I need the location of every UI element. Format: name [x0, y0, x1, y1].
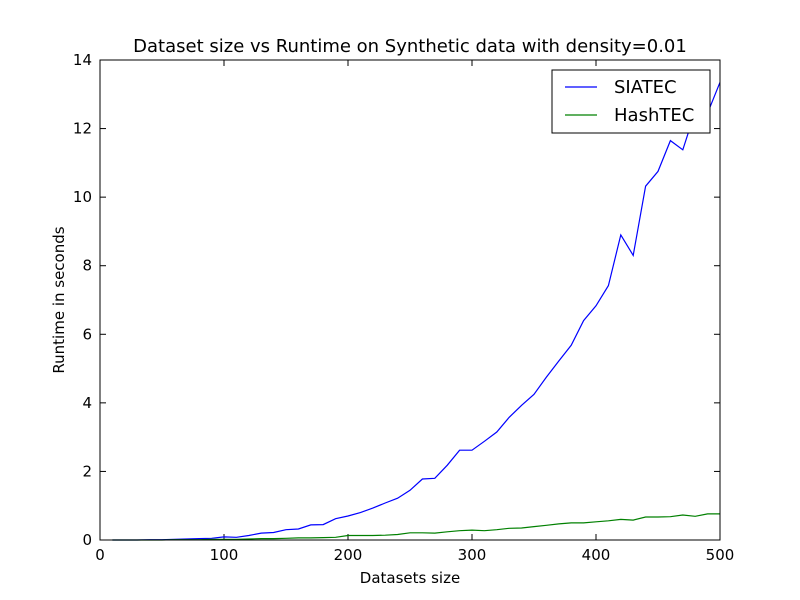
- y-tick-label: 6: [82, 325, 92, 343]
- series-line-hashtec: [112, 513, 720, 541]
- y-axis-label: Runtime in seconds: [50, 226, 68, 373]
- y-tick-label: 14: [73, 51, 92, 69]
- x-tick-label: 400: [582, 546, 611, 564]
- legend: SIATEC HashTEC: [551, 69, 711, 134]
- legend-label-hashtec: HashTEC: [614, 105, 694, 126]
- y-tick-label: 10: [73, 188, 92, 206]
- x-tick-label: 100: [210, 546, 239, 564]
- ticks-layer: 0 100 200 300 400 500 0 2 4 6 8 10 12 14: [73, 51, 734, 564]
- x-tick-label: 0: [95, 546, 105, 564]
- y-tick-label: 4: [82, 394, 92, 412]
- y-tick-label: 0: [82, 531, 92, 549]
- x-tick-label: 300: [458, 546, 487, 564]
- legend-label-siatec: SIATEC: [614, 77, 677, 98]
- plot-frame: [99, 59, 721, 541]
- x-tick-label: 200: [334, 546, 363, 564]
- x-axis-label: Datasets size: [360, 569, 460, 587]
- y-tick-label: 8: [82, 257, 92, 275]
- chart-title: Dataset size vs Runtime on Synthetic dat…: [133, 36, 687, 57]
- y-tick-label: 12: [73, 120, 92, 138]
- series-line-siatec: [112, 82, 721, 541]
- series-layer: [112, 82, 721, 541]
- x-tick-label: 500: [706, 546, 735, 564]
- legend-box: [551, 69, 711, 134]
- y-tick-label: 2: [82, 462, 92, 480]
